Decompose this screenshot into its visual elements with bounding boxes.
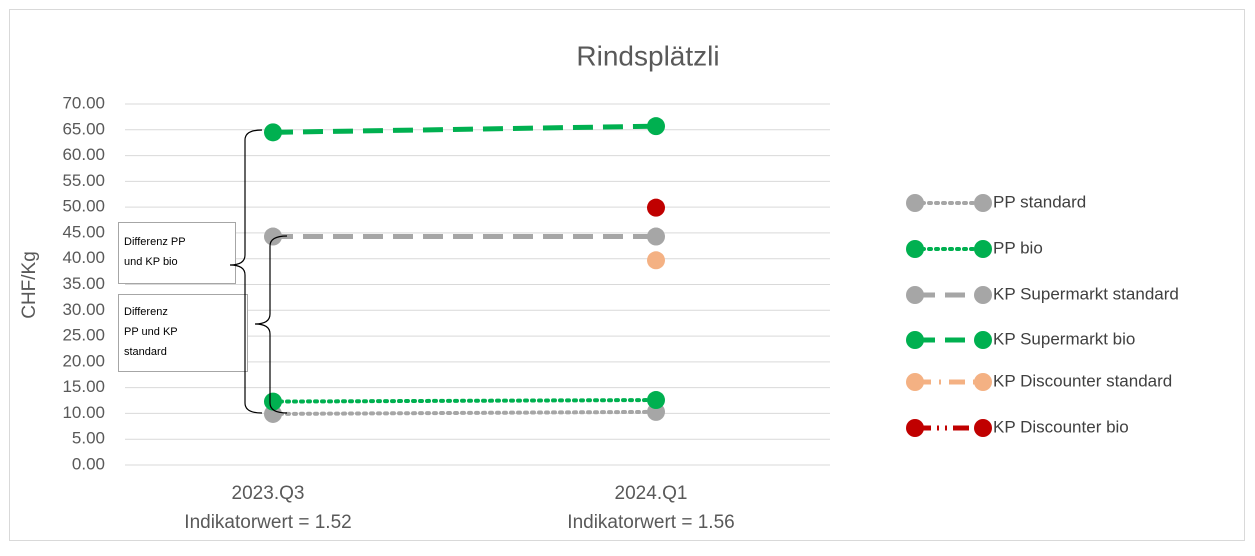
annotation-text: Differenz PP [124,236,186,248]
series-line [271,409,658,416]
annotation-box [118,222,236,284]
series-line [271,398,658,404]
y-tick-label: 20.00 [62,351,105,370]
y-tick-label: 35.00 [62,274,105,293]
y-tick-label: 15.00 [62,377,105,396]
data-point [264,123,282,142]
plot [125,103,830,466]
legend-marker [974,419,992,437]
legend-label: PP bio [993,238,1043,257]
annotation-text: standard [124,346,167,358]
legend-label: KP Supermarkt bio [993,329,1135,348]
data-point [264,392,282,411]
y-tick-label: 0.00 [72,454,105,473]
legend-label: KP Discounter standard [993,371,1172,390]
y-tick-label: 60.00 [62,145,105,164]
brace [229,129,263,414]
chart-title: Rindsplätzli [576,40,719,71]
legend-label: KP Discounter bio [993,417,1129,436]
data-point [647,227,665,246]
data-point [647,198,665,217]
y-tick-label: 50.00 [62,197,105,216]
annotation-box [118,294,248,372]
annotation-text: Differenz [124,306,168,318]
legend-label: KP Supermarkt standard [993,284,1179,303]
data-point [264,404,282,423]
x-tick-label: 2023.Q3 [232,483,305,504]
x-tick-sublabel: Indikatorwert = 1.56 [567,512,734,533]
y-tick-label: 40.00 [62,248,105,267]
y-tick-label: 10.00 [62,403,105,422]
legend-marker [974,286,992,304]
y-tick-label: 30.00 [62,300,105,319]
annotation-text: PP und KP [124,326,178,338]
legend-marker [906,286,924,304]
y-tick-label: 45.00 [62,222,105,241]
y-axis-label: CHF/Kg [19,251,40,319]
y-tick-label: 5.00 [72,429,105,448]
data-point [264,227,282,246]
brace [254,235,288,414]
legend-label: PP standard [993,192,1086,211]
data-point [647,117,665,136]
annotation-text: und KP bio [124,256,178,268]
legend-marker [974,240,992,258]
legend-marker [906,373,924,391]
legend-marker [906,331,924,349]
data-point [647,391,665,410]
y-tick-label: 65.00 [62,119,105,138]
legend-marker [906,194,924,212]
x-tick-sublabel: Indikatorwert = 1.52 [184,512,351,533]
legend-marker [974,194,992,212]
y-tick-label: 55.00 [62,171,105,190]
legend-marker [906,240,924,258]
legend-marker [974,373,992,391]
legend-marker [906,419,924,437]
legend-marker [974,331,992,349]
y-tick-label: 25.00 [62,326,105,345]
series-line [272,123,657,135]
y-tick-label: 70.00 [62,93,105,112]
data-point [647,251,665,270]
x-tick-label: 2024.Q1 [615,483,688,504]
